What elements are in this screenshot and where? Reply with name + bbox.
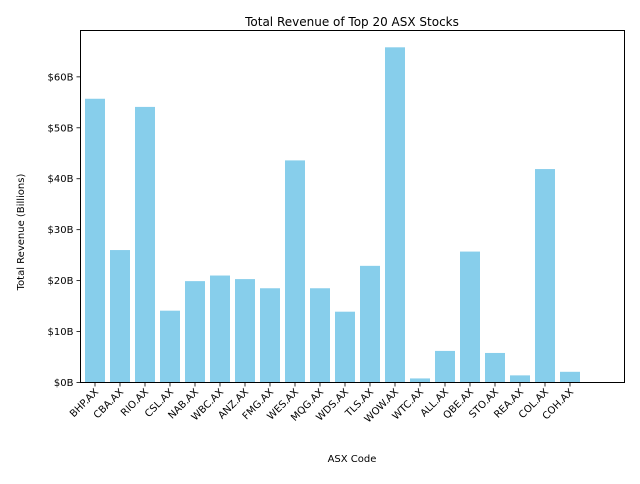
bar-all-ax (435, 350, 455, 383)
y-tick-label: $50B (48, 123, 74, 134)
bar-rea-ax (510, 375, 530, 383)
bar-nab-ax (185, 281, 205, 383)
bar-sto-ax (485, 352, 505, 383)
x-axis: BHP.AXCBA.AXRIO.AXCSL.AXNAB.AXWBC.AXANZ.… (68, 382, 576, 425)
y-tick-label: $60B (48, 72, 74, 83)
y-axis: $0B $10B $20B $30B $40B $50B $60B (48, 72, 81, 389)
bar-wbc-ax (210, 275, 230, 383)
bar-cba-ax (110, 250, 130, 383)
y-tick-label: $40B (48, 174, 74, 185)
y-tick-label: $0B (54, 378, 74, 389)
bar-wow-ax (385, 47, 405, 383)
x-axis-title: ASX Code (328, 454, 377, 465)
bar-fmg-ax (260, 288, 280, 383)
plot-frame (80, 30, 625, 383)
bar-tls-ax (360, 265, 380, 383)
bar-wds-ax (335, 311, 355, 383)
bar-rio-ax (135, 106, 155, 383)
bar-wtc-ax (410, 378, 430, 383)
y-tick-label: $20B (48, 276, 74, 287)
bar-bhp-ax (85, 98, 105, 383)
bar-qbe-ax (460, 251, 480, 383)
bar-col-ax (535, 169, 555, 383)
y-tick-label: $10B (48, 327, 74, 338)
bar-mqg-ax (310, 288, 330, 383)
y-axis-title: Total Revenue (Billions) (16, 174, 27, 292)
chart-title: Total Revenue of Top 20 ASX Stocks (244, 15, 459, 29)
bar-anz-ax (235, 279, 255, 383)
bar-coh-ax (560, 371, 580, 383)
bars-group (85, 47, 580, 383)
y-tick-label: $30B (48, 225, 74, 236)
bar-csl-ax (160, 310, 180, 383)
bar-wes-ax (285, 160, 305, 383)
